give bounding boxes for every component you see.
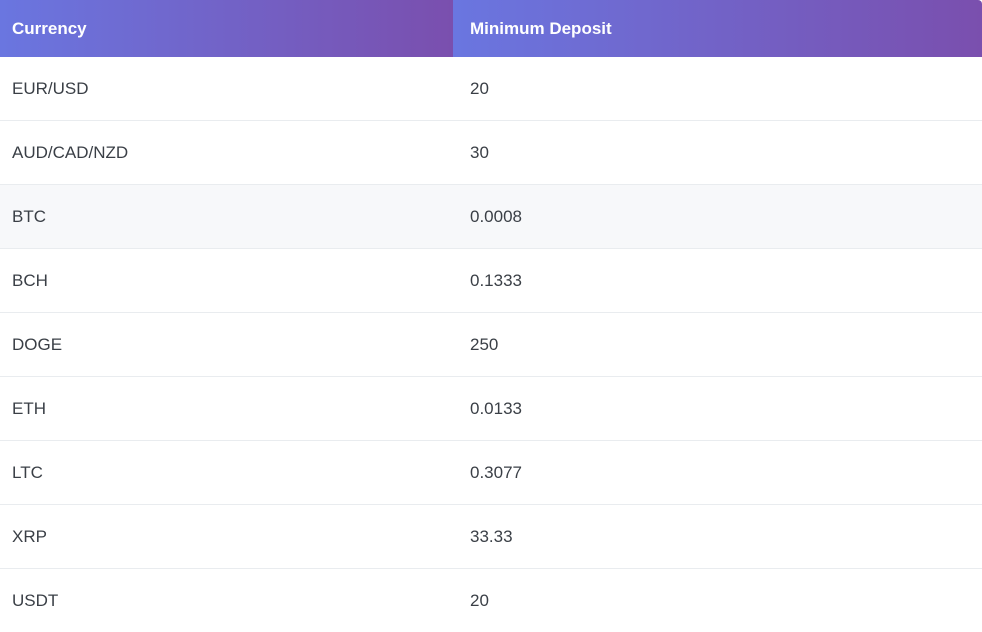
minimum-deposit-cell: 0.3077 (453, 441, 982, 505)
table-row: DOGE 250 (0, 313, 982, 377)
header-currency: Currency (0, 0, 453, 57)
table-header: Currency Minimum Deposit (0, 0, 982, 57)
minimum-deposit-cell: 33.33 (453, 505, 982, 569)
minimum-deposit-cell: 0.0133 (453, 377, 982, 441)
table-row: BTC 0.0008 (0, 185, 982, 249)
currency-cell: LTC (0, 441, 453, 505)
minimum-deposit-cell: 20 (453, 57, 982, 121)
table-body: EUR/USD 20 AUD/CAD/NZD 30 BTC 0.0008 BCH… (0, 57, 982, 632)
currency-cell: XRP (0, 505, 453, 569)
table-row: AUD/CAD/NZD 30 (0, 121, 982, 185)
currency-cell: ETH (0, 377, 453, 441)
header-row: Currency Minimum Deposit (0, 0, 982, 57)
currency-cell: AUD/CAD/NZD (0, 121, 453, 185)
currency-cell: BCH (0, 249, 453, 313)
currency-cell: DOGE (0, 313, 453, 377)
table-row: ETH 0.0133 (0, 377, 982, 441)
currency-cell: BTC (0, 185, 453, 249)
header-minimum-deposit: Minimum Deposit (453, 0, 982, 57)
table-row: USDT 20 (0, 569, 982, 632)
minimum-deposit-cell: 0.0008 (453, 185, 982, 249)
minimum-deposit-cell: 30 (453, 121, 982, 185)
currency-cell: USDT (0, 569, 453, 632)
currency-cell: EUR/USD (0, 57, 453, 121)
table-row: BCH 0.1333 (0, 249, 982, 313)
table-row: LTC 0.3077 (0, 441, 982, 505)
table-row: XRP 33.33 (0, 505, 982, 569)
table-row: EUR/USD 20 (0, 57, 982, 121)
minimum-deposit-cell: 250 (453, 313, 982, 377)
minimum-deposit-cell: 0.1333 (453, 249, 982, 313)
minimum-deposit-cell: 20 (453, 569, 982, 632)
